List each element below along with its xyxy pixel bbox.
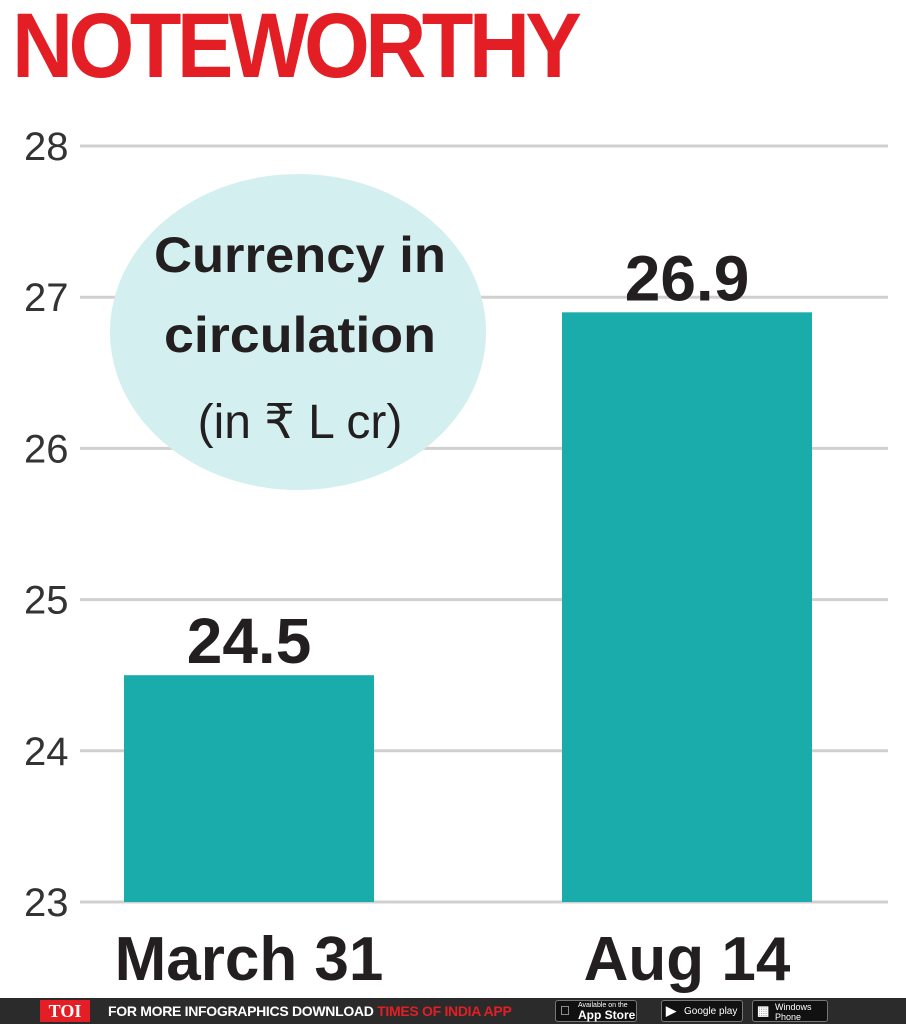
promo-text: FOR MORE INFOGRAPHICS DOWNLOAD TIMES OF … bbox=[108, 1003, 512, 1019]
bars bbox=[124, 312, 812, 902]
footer-banner: TOI FOR MORE INFOGRAPHICS DOWNLOAD TIMES… bbox=[0, 998, 906, 1024]
windows-big: Phone bbox=[775, 1012, 802, 1022]
category-label: Aug 14 bbox=[584, 925, 791, 994]
y-tick-label: 23 bbox=[24, 881, 69, 925]
google-play-badge[interactable]: ▶ Google play bbox=[661, 1000, 743, 1022]
y-tick-label: 24 bbox=[24, 730, 69, 774]
y-tick-label: 26 bbox=[24, 427, 69, 471]
y-tick-label: 28 bbox=[24, 125, 69, 169]
bar-chart: 23 24 25 26 27 28 Currency in circulation (in… bbox=[24, 125, 888, 994]
toi-logo: TOI bbox=[40, 1000, 90, 1022]
y-axis-ticks: 23 24 25 26 27 28 bbox=[24, 125, 69, 925]
value-label: 24.5 bbox=[187, 605, 312, 677]
app-store-big: App Store bbox=[578, 1008, 636, 1022]
apple-icon:  bbox=[560, 1004, 570, 1018]
y-tick-label: 27 bbox=[24, 276, 69, 320]
bar bbox=[562, 312, 812, 902]
value-labels: 24.5 26.9 bbox=[187, 242, 750, 677]
windows-icon: ▦ bbox=[757, 1003, 770, 1018]
windows-small: Windows bbox=[775, 1002, 812, 1012]
windows-phone-badge[interactable]: ▦ Windows Phone bbox=[752, 1000, 828, 1022]
title-bubble bbox=[110, 174, 486, 490]
promo-main: FOR MORE INFOGRAPHICS DOWNLOAD bbox=[108, 1003, 374, 1019]
headline: NOTEWORTHY bbox=[12, 0, 582, 97]
category-labels: March 31 Aug 14 bbox=[115, 925, 791, 994]
app-store-badge[interactable]:  Available on the App Store bbox=[555, 1000, 637, 1022]
play-icon: ▶ bbox=[666, 1003, 676, 1018]
promo-brand: TIMES OF INDIA APP bbox=[377, 1003, 512, 1019]
google-play-big: Google play bbox=[684, 1006, 738, 1017]
chart-unit: (in ₹ L cr) bbox=[198, 396, 403, 449]
chart-title-line1: Currency in bbox=[154, 227, 446, 283]
chart-title-line2: circulation bbox=[164, 307, 436, 363]
value-label: 26.9 bbox=[625, 242, 750, 314]
category-label: March 31 bbox=[115, 925, 384, 994]
app-store-small: Available on the bbox=[578, 1002, 628, 1009]
bar bbox=[124, 675, 374, 902]
y-tick-label: 25 bbox=[24, 579, 69, 623]
